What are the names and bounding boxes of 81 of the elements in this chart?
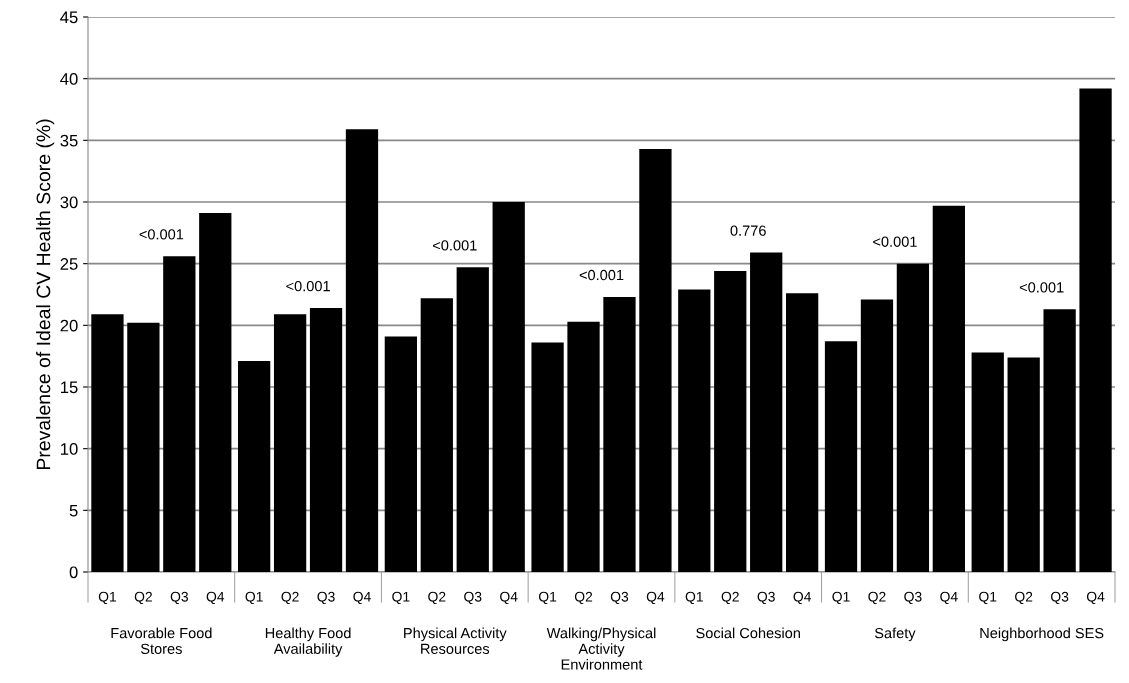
text: Q3 bbox=[904, 591, 922, 605]
bar bbox=[163, 256, 196, 572]
text: Q3 bbox=[610, 591, 629, 605]
y-tick-label: 20 bbox=[60, 319, 78, 332]
bar bbox=[1007, 357, 1040, 572]
series-label: Q4 bbox=[206, 591, 225, 605]
bar bbox=[824, 341, 858, 572]
annotation: <0.001 bbox=[1019, 282, 1064, 293]
text: Q1 bbox=[685, 591, 703, 605]
y-tick-label: 5 bbox=[69, 504, 78, 517]
y-tick-label: 35 bbox=[60, 134, 78, 147]
annotation: <0.001 bbox=[873, 236, 917, 247]
text: Q2 bbox=[868, 591, 886, 605]
bar bbox=[531, 342, 564, 572]
text: Q4 bbox=[1086, 591, 1105, 605]
y-tick-label: 30 bbox=[60, 196, 78, 209]
bar bbox=[678, 289, 711, 572]
x-tick-label: Social Cohesion bbox=[696, 627, 800, 639]
annotation: <0.001 bbox=[579, 269, 624, 281]
x-tick-label: Favorable Food Stores bbox=[111, 627, 212, 654]
text: Q4 bbox=[353, 591, 371, 605]
series-label: Q2 bbox=[134, 591, 152, 605]
bar bbox=[384, 336, 418, 572]
annotation: <0.001 bbox=[286, 280, 330, 292]
bar bbox=[199, 213, 232, 572]
bar bbox=[456, 267, 489, 572]
bar bbox=[238, 361, 271, 572]
y-axis-title: Prevalence of Ideal CV Health Score (%) bbox=[36, 119, 55, 470]
text: Q1 bbox=[245, 591, 263, 605]
text: Q4 bbox=[646, 591, 665, 605]
bar bbox=[714, 271, 747, 572]
bar bbox=[896, 263, 930, 572]
annotation: <0.001 bbox=[433, 240, 477, 251]
bar bbox=[1079, 88, 1112, 572]
bar bbox=[273, 314, 307, 572]
x-tick-label: Walking/Physical Activity Environment bbox=[546, 627, 656, 670]
x-tick-label: Healthy Food Availability bbox=[265, 627, 351, 657]
x-tick-label: Safety bbox=[874, 627, 916, 642]
text: Q3 bbox=[464, 591, 482, 605]
bar bbox=[639, 148, 672, 572]
text: Q1 bbox=[979, 591, 997, 605]
text: Q4 bbox=[500, 591, 518, 605]
x-tick-label: Neighborhood SES bbox=[980, 627, 1104, 642]
text: Q3 bbox=[757, 591, 775, 605]
annotation: <0.001 bbox=[139, 229, 184, 240]
text: Q1 bbox=[392, 591, 410, 605]
bar bbox=[420, 298, 453, 572]
x-tick-label: Physical Activity Resources bbox=[404, 627, 507, 654]
bar bbox=[1043, 309, 1076, 572]
y-tick-label: 15 bbox=[61, 381, 78, 394]
bar bbox=[603, 296, 636, 572]
text: Q3 bbox=[1051, 591, 1069, 605]
y-tick-label: 45 bbox=[60, 11, 78, 24]
text: Q2 bbox=[1015, 591, 1033, 605]
text: Q1 bbox=[538, 591, 557, 605]
bar bbox=[785, 293, 819, 572]
bar bbox=[567, 321, 600, 572]
bar bbox=[860, 299, 894, 572]
bar bbox=[971, 352, 1004, 572]
text: Q2 bbox=[428, 591, 446, 605]
text: Q2 bbox=[721, 591, 739, 605]
text: Q3 bbox=[317, 591, 335, 605]
y-tick-label: 25 bbox=[60, 258, 78, 270]
y-tick-label: 40 bbox=[60, 73, 78, 85]
y-tick-label: 10 bbox=[61, 443, 78, 455]
text: Q2 bbox=[281, 591, 299, 605]
text: Q2 bbox=[574, 591, 593, 605]
y-tick-label: 0 bbox=[69, 566, 78, 579]
bar bbox=[750, 252, 783, 572]
text: Q4 bbox=[793, 591, 811, 605]
bar bbox=[91, 314, 124, 572]
bar bbox=[309, 308, 343, 572]
text: Q4 bbox=[940, 591, 958, 605]
series-label: Q3 bbox=[170, 591, 188, 605]
annotation: 0.776 bbox=[730, 225, 766, 236]
bar bbox=[492, 202, 525, 572]
bar bbox=[127, 322, 160, 572]
series-label: Q1 bbox=[98, 591, 117, 605]
bar bbox=[345, 129, 379, 572]
text: Q1 bbox=[832, 591, 850, 605]
bar bbox=[932, 205, 965, 572]
